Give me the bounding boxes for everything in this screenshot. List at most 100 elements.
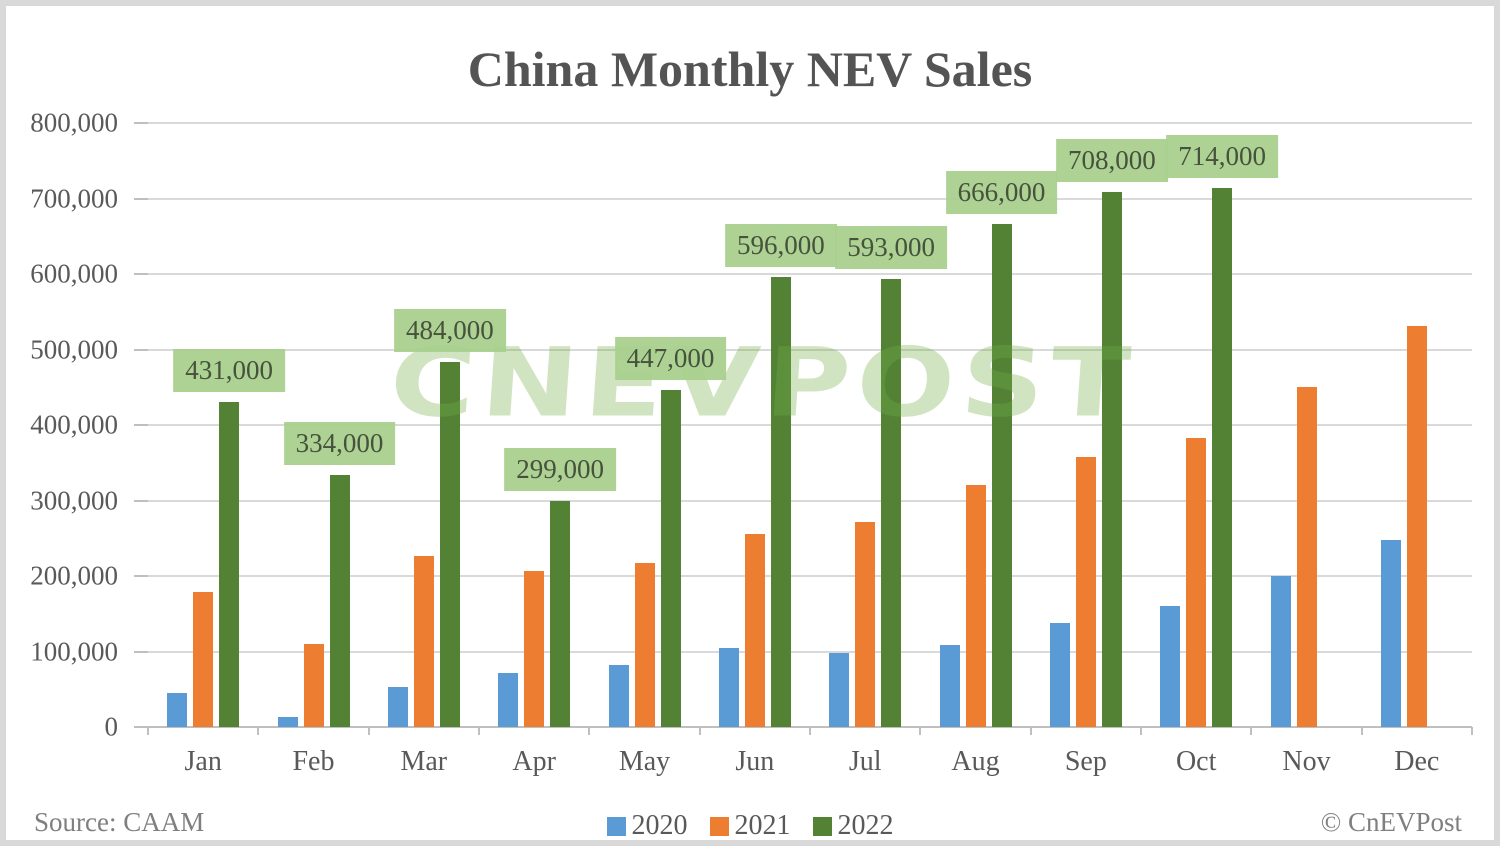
y-axis-tick-mark xyxy=(134,726,148,728)
bar-2021 xyxy=(965,484,986,727)
y-axis-tick-label: 400,000 xyxy=(30,409,118,440)
bar-2022 xyxy=(219,401,240,727)
bar-2020 xyxy=(718,648,739,727)
y-axis-tick-label: 300,000 xyxy=(30,485,118,515)
legend-label-2022: 2022 xyxy=(837,810,894,841)
y-axis-tick-label: 700,000 xyxy=(30,183,118,213)
data-label-badge: 596,000 xyxy=(724,224,837,268)
legend-item-2020: 2020 xyxy=(606,810,688,840)
gridline xyxy=(148,122,1472,124)
y-axis-tick-mark xyxy=(134,348,148,351)
bar-2021 xyxy=(524,571,545,727)
x-axis-label: Nov xyxy=(1282,746,1331,777)
bar-2022 xyxy=(1101,192,1122,727)
bar-2022 xyxy=(1212,187,1233,727)
legend-swatch-2020 xyxy=(606,816,626,836)
data-label-badge: 714,000 xyxy=(1166,134,1279,178)
legend: 2020 2021 2022 xyxy=(6,810,1494,841)
bar-2021 xyxy=(634,563,655,727)
x-axis-label: Oct xyxy=(1175,746,1217,777)
bar-2022 xyxy=(770,277,791,727)
x-axis-tick-mark xyxy=(1250,727,1253,735)
x-axis-tick-mark xyxy=(588,727,591,735)
y-axis-tick-mark xyxy=(134,650,148,653)
y-axis-tick-mark xyxy=(134,424,148,426)
y-axis-tick-mark xyxy=(134,197,148,200)
y-axis-tick-label: 800,000 xyxy=(30,107,118,138)
bar-2022 xyxy=(550,501,571,727)
data-label-badge: 708,000 xyxy=(1055,139,1168,183)
y-axis-tick-label: 500,000 xyxy=(30,334,118,364)
bar-2020 xyxy=(829,653,850,727)
bar-2021 xyxy=(855,522,876,727)
bar-2021 xyxy=(1075,457,1096,727)
gridline xyxy=(148,424,1472,426)
x-axis-tick-mark xyxy=(478,727,480,735)
x-axis-tick-mark xyxy=(367,727,370,735)
bar-2021 xyxy=(303,643,324,727)
gridline xyxy=(148,197,1472,200)
x-axis-tick-mark xyxy=(257,727,260,735)
data-label-badge: 299,000 xyxy=(504,448,617,492)
gridline xyxy=(148,650,1472,653)
x-axis-label: Feb xyxy=(292,746,335,777)
y-axis-tick-label: 200,000 xyxy=(30,560,118,591)
x-axis-tick-mark xyxy=(809,727,811,735)
data-label-badge: 484,000 xyxy=(393,308,506,352)
x-axis-tick-mark xyxy=(1029,727,1032,735)
bar-2020 xyxy=(1160,606,1181,727)
bar-2020 xyxy=(608,665,629,727)
bar-2020 xyxy=(387,686,408,727)
bar-2022 xyxy=(991,224,1012,727)
legend-item-2021: 2021 xyxy=(709,810,791,841)
y-axis-tick-mark xyxy=(134,499,148,502)
x-axis-label: Sep xyxy=(1064,746,1107,777)
x-axis-label: Mar xyxy=(400,746,448,777)
chart-title: China Monthly NEV Sales xyxy=(467,41,1033,97)
x-axis-label: Aug xyxy=(951,746,1000,777)
x-axis-tick-mark xyxy=(1360,727,1363,735)
y-axis-tick-label: 600,000 xyxy=(30,258,118,289)
legend-swatch-2021 xyxy=(709,816,729,836)
bar-2020 xyxy=(1049,622,1070,727)
legend-item-2022: 2022 xyxy=(812,810,894,841)
data-label-badge: 447,000 xyxy=(614,336,727,380)
bar-2021 xyxy=(413,556,434,727)
bar-2022 xyxy=(660,389,681,727)
bar-2022 xyxy=(881,279,902,727)
bar-2021 xyxy=(193,591,214,727)
bar-2022 xyxy=(329,474,350,727)
bar-2022 xyxy=(439,361,460,727)
source-text: Source: CAAM xyxy=(34,807,205,837)
data-label-badge: 334,000 xyxy=(283,421,396,465)
data-label-badge: 666,000 xyxy=(945,171,1058,215)
data-label-badge: 593,000 xyxy=(835,226,948,270)
y-axis-tick-mark xyxy=(134,273,148,275)
bar-2020 xyxy=(498,672,519,727)
x-axis-tick-mark xyxy=(147,727,149,735)
legend-swatch-2022 xyxy=(812,816,832,836)
x-axis-label: Jun xyxy=(735,746,775,777)
gridline xyxy=(148,273,1472,275)
x-axis-label: Jul xyxy=(848,746,882,777)
bar-2020 xyxy=(1380,539,1401,727)
bar-2021 xyxy=(1296,387,1317,727)
x-axis-label: May xyxy=(618,746,671,777)
x-axis-label: Jan xyxy=(184,746,222,777)
gridline xyxy=(148,575,1472,577)
bar-2020 xyxy=(939,644,960,727)
x-axis-label: Apr xyxy=(512,746,556,777)
x-axis-label: Dec xyxy=(1394,746,1440,777)
bar-2020 xyxy=(277,717,298,727)
y-axis-tick-mark xyxy=(134,575,148,577)
legend-label-2021: 2021 xyxy=(734,810,791,841)
y-axis-tick-mark xyxy=(134,122,148,124)
bar-2021 xyxy=(1186,437,1207,727)
y-axis-tick-label: 100,000 xyxy=(30,636,118,666)
bar-2021 xyxy=(1406,326,1427,727)
gridline xyxy=(148,499,1472,502)
data-label-badge: 431,000 xyxy=(173,348,286,392)
x-axis-tick-mark xyxy=(919,727,922,735)
bar-2020 xyxy=(1270,576,1291,727)
